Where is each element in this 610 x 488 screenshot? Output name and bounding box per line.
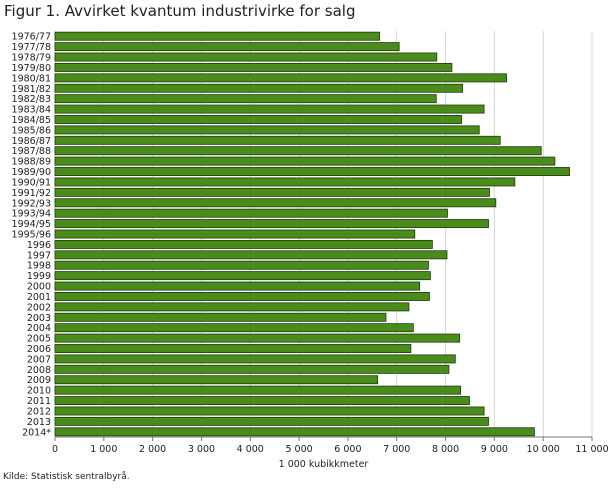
category-labels: 1976/771977/781978/791979/801980/811981/… — [12, 32, 52, 439]
chart-title: Figur 1. Avvirket kvantum industrivirke … — [4, 2, 356, 20]
x-tick-label: 11 000 — [575, 444, 608, 455]
source-note: Kilde: Statistisk sentralbyrå. — [3, 472, 130, 482]
bar — [54, 323, 414, 333]
x-tick-label: 10 000 — [527, 444, 560, 455]
bar — [54, 239, 433, 249]
category-label: 1994/95 — [12, 219, 51, 230]
bar — [54, 167, 570, 176]
x-axis-title: 1 000 kubikkmeter — [279, 459, 369, 470]
category-label: 1995/96 — [12, 230, 51, 241]
category-label: 1976/77 — [12, 32, 51, 43]
category-label: 2004 — [27, 323, 51, 334]
bar — [54, 250, 448, 260]
category-label: 1996 — [27, 240, 51, 251]
x-tick-label: 4 000 — [237, 444, 264, 455]
x-tick-label: 6 000 — [334, 444, 361, 455]
category-label: 1986/87 — [12, 136, 51, 147]
bar — [54, 198, 497, 208]
bar — [54, 187, 490, 197]
bar — [54, 219, 489, 229]
category-label: 1989/90 — [12, 167, 51, 178]
bar — [54, 416, 489, 426]
category-label: 1992/93 — [12, 198, 51, 209]
category-label: 2009 — [27, 375, 51, 386]
category-label: 2002 — [27, 302, 51, 313]
bar — [54, 229, 416, 239]
category-label: 1979/80 — [12, 63, 51, 74]
category-label: 2013 — [27, 417, 51, 428]
category-label: 1981/82 — [12, 84, 51, 95]
bar — [54, 354, 456, 364]
x-tick-label: 2 000 — [139, 444, 166, 455]
category-label: 1998 — [27, 261, 51, 272]
category-label: 2014* — [22, 427, 51, 438]
bar — [54, 344, 412, 353]
category-label: 1977/78 — [12, 42, 51, 53]
bar — [54, 427, 535, 437]
category-label: 1985/86 — [12, 125, 51, 136]
category-label: 1983/84 — [12, 105, 51, 116]
bar — [54, 115, 463, 124]
bar — [54, 364, 450, 374]
bar — [54, 83, 464, 93]
category-label: 2003 — [27, 313, 51, 324]
bar — [54, 177, 516, 187]
category-label: 1984/85 — [12, 115, 51, 126]
category-label: 1993/94 — [12, 209, 51, 220]
x-tick-label: 0 — [52, 444, 58, 455]
x-tick-label: 9 000 — [481, 444, 508, 455]
bar — [54, 260, 429, 270]
bar — [54, 94, 437, 104]
bar — [54, 292, 430, 301]
bar — [54, 312, 387, 322]
bar — [54, 42, 400, 52]
category-label: 1991/92 — [12, 188, 51, 199]
category-label: 2008 — [27, 365, 51, 376]
category-label: 2012 — [27, 406, 51, 417]
bar — [54, 271, 431, 281]
bar — [54, 396, 470, 406]
category-label: 1980/81 — [12, 73, 51, 84]
category-label: 2010 — [27, 386, 51, 397]
category-label: 2000 — [27, 282, 51, 293]
bar — [54, 281, 421, 291]
x-tick-label: 3 000 — [188, 444, 215, 455]
category-label: 1978/79 — [12, 53, 51, 64]
bars — [54, 31, 570, 437]
bar — [54, 208, 448, 218]
category-label: 2011 — [27, 396, 51, 407]
x-tick-labels: 0 1 000 2 000 3 000 4 000 5 000 6 000 7 000 8 00… — [52, 444, 609, 455]
x-tick-label: 5 000 — [285, 444, 312, 455]
bar — [54, 146, 542, 156]
category-label: 1987/88 — [12, 146, 51, 157]
bar — [54, 62, 453, 72]
x-tick-label: 1 000 — [90, 444, 117, 455]
category-label: 2007 — [27, 354, 51, 365]
category-label: 1982/83 — [12, 94, 51, 105]
bar — [54, 52, 438, 62]
bar — [54, 385, 462, 395]
bar — [54, 135, 501, 145]
category-label: 1988/89 — [12, 157, 51, 168]
category-label: 1999 — [27, 271, 51, 282]
bar — [54, 104, 485, 114]
bar — [54, 73, 507, 83]
bar — [54, 31, 381, 41]
category-label: 1990/91 — [12, 177, 51, 188]
bar — [54, 333, 461, 343]
bar — [54, 375, 379, 385]
category-label: 1997 — [27, 250, 51, 261]
bar — [54, 156, 556, 166]
category-label: 2006 — [27, 344, 51, 355]
category-label: 2005 — [27, 334, 51, 345]
bar — [54, 125, 480, 135]
bar — [54, 302, 410, 312]
x-tick-label: 8 000 — [432, 444, 459, 455]
category-label: 2001 — [27, 292, 51, 303]
bar — [54, 406, 485, 416]
x-tick-label: 7 000 — [383, 444, 410, 455]
